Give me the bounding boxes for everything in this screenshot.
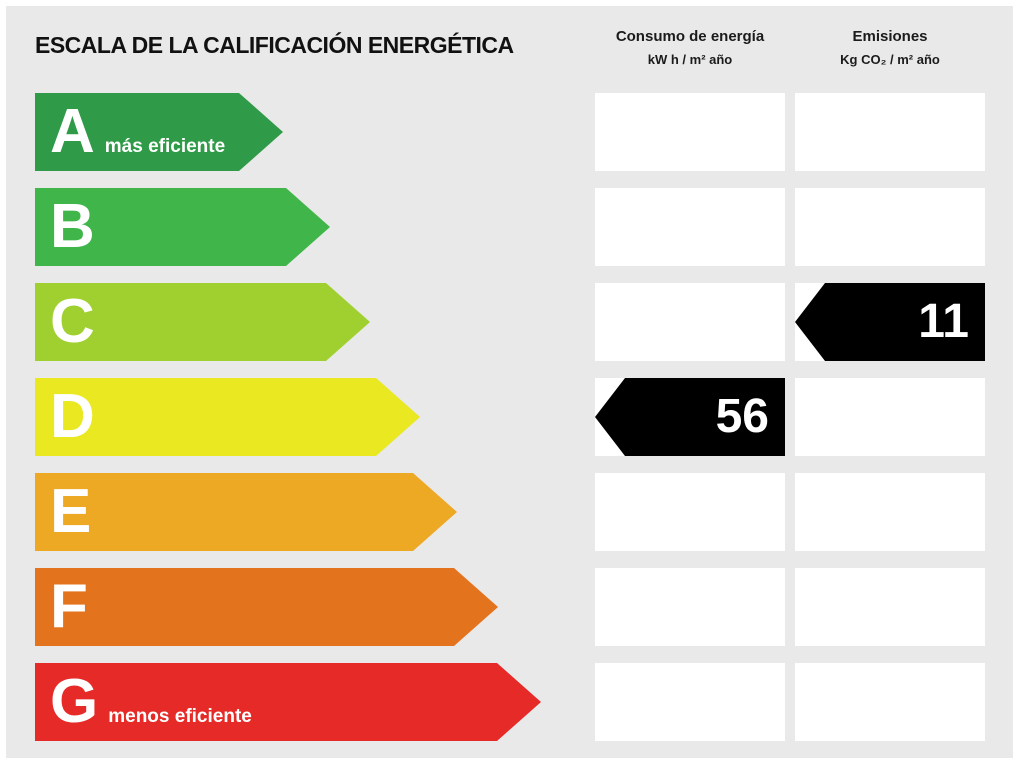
rating-row-C: C 11	[0, 283, 1019, 361]
rating-letter: C	[50, 287, 93, 356]
emisiones-cell	[795, 663, 985, 741]
rating-row-D: D 56	[0, 378, 1019, 456]
emisiones-cell	[795, 378, 985, 456]
consumo-header-units: kW h / m² año	[647, 52, 733, 67]
rating-row-E: E	[0, 473, 1019, 551]
rating-letter: A	[50, 97, 93, 166]
emisiones-header-units: Kg CO₂ / m² año	[840, 52, 940, 67]
emisiones-header-label: Emisiones	[852, 28, 928, 45]
consumo-header-label: Consumo de energía	[615, 28, 765, 45]
emisiones-column-header: Emisiones Kg CO₂ / m² año	[795, 28, 985, 67]
rating-bar-B: B	[35, 188, 330, 266]
consumo-cell	[595, 93, 785, 171]
rating-bar-C: C	[35, 283, 370, 361]
rating-bar-F: F	[35, 568, 498, 646]
emisiones-cell	[795, 188, 985, 266]
rating-letter: D	[50, 382, 93, 451]
emisiones-value-tag: 11	[795, 283, 985, 361]
consumo-cell	[595, 188, 785, 266]
rating-bar-D: D	[35, 378, 420, 456]
rating-row-B: B	[0, 188, 1019, 266]
consumo-cell	[595, 568, 785, 646]
consumo-cell	[595, 663, 785, 741]
rating-letter: G	[50, 667, 97, 736]
page-title: ESCALA DE LA CALIFICACIÓN ENERGÉTICA	[35, 32, 514, 58]
emisiones-cell	[795, 568, 985, 646]
rating-row-F: F	[0, 568, 1019, 646]
rating-letter: B	[50, 192, 93, 261]
emisiones-value: 11	[918, 295, 969, 348]
emisiones-cell	[795, 93, 985, 171]
consumo-column-header: Consumo de energía kW h / m² año	[595, 28, 785, 67]
efficiency-note: más eficiente	[104, 136, 226, 157]
consumo-cell	[595, 473, 785, 551]
consumo-cell	[595, 283, 785, 361]
emisiones-cell	[795, 473, 985, 551]
rating-letter: F	[50, 572, 86, 641]
consumo-value: 56	[715, 390, 769, 443]
consumo-value-tag: 56	[595, 378, 785, 456]
rating-bar-E: E	[35, 473, 457, 551]
rating-letter: E	[50, 477, 90, 546]
efficiency-note: menos eficiente	[108, 706, 252, 727]
